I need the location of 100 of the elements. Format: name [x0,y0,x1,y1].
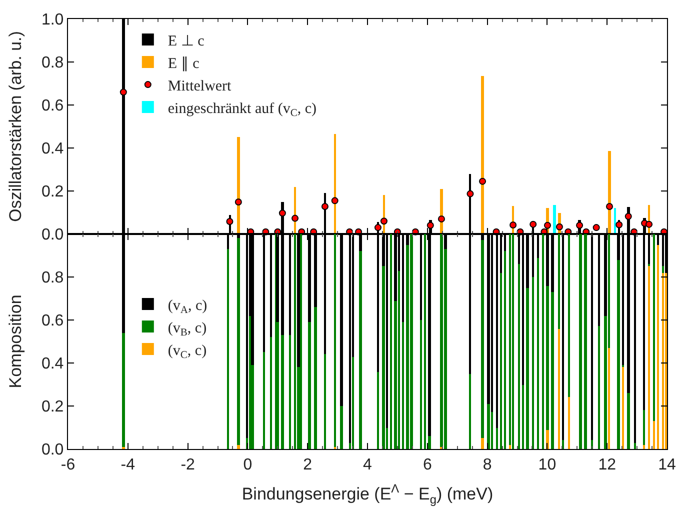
bar [551,292,554,449]
point [374,224,382,232]
y-tick-label: 0.2 [41,398,64,416]
bar [509,445,511,449]
bar [249,316,251,449]
bar [300,234,302,449]
bar [428,436,431,449]
point [426,222,434,229]
point [606,202,613,210]
y-tick-label: 0.6 [41,312,64,330]
bar [281,335,284,449]
bar [584,234,587,449]
bar [665,273,667,449]
bar [237,238,240,445]
bar [270,337,272,449]
x-tick-label: -4 [120,456,136,474]
bar [542,234,544,449]
bar [469,374,471,449]
y-tick-label: 0.4 [41,356,64,373]
bar [648,266,650,449]
point [530,220,537,228]
bar [481,240,484,438]
bar [487,404,490,449]
y-tick-label: 0.0 [41,226,64,244]
bar [608,348,610,449]
x-tick-label: 0 [243,456,252,474]
point [646,220,653,228]
bar [402,322,404,449]
bar [546,286,549,430]
point [466,190,474,198]
bar [526,288,529,449]
point [331,197,338,204]
bar [340,406,343,449]
legend-label: (v$_{B}$, c) [168,320,207,338]
bar [614,208,616,234]
point [321,202,328,210]
bar [382,266,385,449]
y-axis-title: Oszillatorstärken (arb. u.) [6,31,25,222]
bar [662,266,664,273]
legend-label: eingeschränkt auf (v$_{C}$, c) [168,100,317,120]
point [380,218,388,225]
bar [424,234,426,449]
bar [662,273,664,449]
point [438,215,445,222]
point [556,223,563,230]
bar [122,333,125,447]
bar [622,367,624,449]
bar [537,258,539,449]
legend-label: Mittelwert [168,78,232,94]
point [616,221,623,228]
bar [500,273,502,449]
x-tick-label: 2 [303,456,312,474]
bar [634,443,636,449]
bar [509,234,511,445]
bar [518,264,520,449]
x-tick-label: 14 [658,456,676,474]
bar [308,322,311,449]
bar [481,438,484,449]
point [226,218,234,226]
x-tick-label: 4 [363,456,372,474]
x-tick-label: -6 [60,456,76,474]
point [510,221,517,228]
y-tick-label: 1.0 [41,12,64,29]
bar [324,354,326,449]
y-tick-label: 0.0 [41,442,64,459]
point [592,224,600,232]
x-tick-label: 10 [538,456,556,474]
point [624,212,632,220]
bar [227,249,229,449]
bar [504,251,506,449]
legend-label: (v$_{A}$, c) [168,298,208,316]
bar [653,234,655,421]
x-tick-label: 8 [482,456,492,474]
bar [314,307,317,449]
bar [558,329,560,449]
bar [643,445,645,449]
bar [496,428,498,449]
bar [657,245,659,449]
legend-label: E ⊥ c [168,33,205,50]
point [234,198,242,206]
point [278,210,286,217]
bar [643,410,645,445]
point [120,88,127,96]
bar [568,234,570,397]
bar [398,271,400,449]
bar [420,320,422,449]
bar [598,326,600,449]
x-axis-title: Bindungsenergie (E$^{Λ}$ − E$_{g}$) (meV) [242,482,494,506]
y-axis-title: Komposition [6,294,25,388]
point [544,222,551,229]
bar [522,385,524,449]
x-tick-label: -2 [180,456,196,474]
bar [562,440,564,449]
y-tick-label: 0.8 [41,54,64,72]
bar [390,234,392,449]
bar [263,352,265,449]
bar [617,260,620,449]
y-tick-label: 0.6 [41,98,64,115]
legend-label: E ∥ c [168,56,200,72]
bar [568,397,570,449]
